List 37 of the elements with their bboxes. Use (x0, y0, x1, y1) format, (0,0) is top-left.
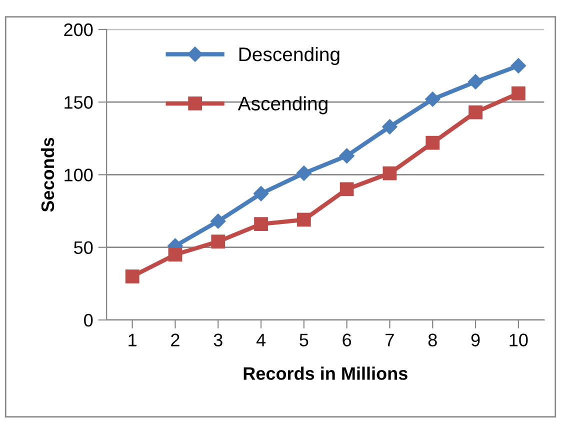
point (382, 166, 397, 180)
y-axis-title: Seconds (40, 138, 54, 212)
y-tick-label: 0 (84, 314, 93, 327)
x-tick-label: 10 (510, 334, 528, 346)
point (468, 74, 484, 90)
x-axis-title: Records in Millions (244, 366, 408, 380)
x-tick-label: 7 (386, 334, 394, 346)
x-tick-label: 2 (171, 334, 180, 346)
point (510, 58, 526, 74)
point (382, 119, 398, 134)
point (253, 186, 269, 202)
y-tick-label: 100 (64, 168, 93, 182)
x-tick-label: 9 (471, 334, 480, 346)
point (468, 105, 482, 120)
point (210, 214, 226, 229)
point (339, 148, 354, 164)
point (426, 136, 440, 150)
y-tick-label: 50 (74, 241, 93, 254)
point (296, 212, 311, 227)
x-tick-label: 3 (214, 334, 222, 346)
point (340, 182, 354, 196)
x-tick-label: 1 (128, 334, 136, 346)
point (511, 86, 526, 100)
legend-label: Ascending (238, 96, 328, 114)
x-tick-label: 5 (300, 334, 308, 346)
point (425, 92, 440, 107)
x-tick-label: 6 (342, 334, 352, 346)
y-tick-label: 150 (64, 96, 93, 109)
point (254, 217, 268, 232)
y-tick-label: 200 (64, 23, 93, 36)
legend-label: Descending (239, 46, 340, 66)
x-tick-label: 8 (428, 334, 437, 346)
point (211, 234, 226, 248)
point (168, 248, 182, 262)
x-tick-label: 4 (256, 334, 266, 346)
point (296, 166, 312, 181)
point (125, 269, 140, 284)
